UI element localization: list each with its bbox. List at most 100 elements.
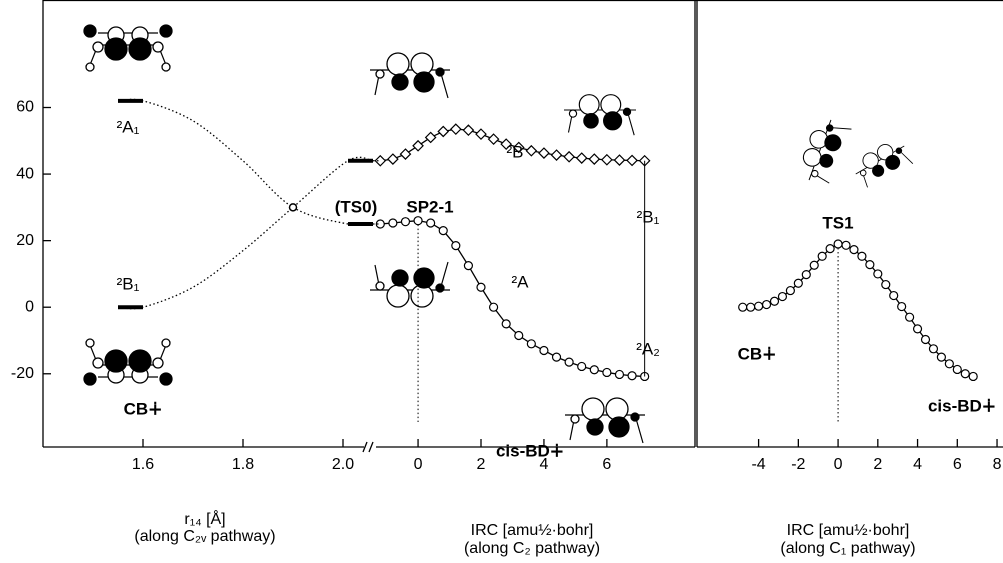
x-axis-label: IRC [amu½·bohr]: [471, 522, 594, 539]
x-tick-label: 0: [414, 456, 423, 473]
annotation: cis-BD∔: [928, 396, 996, 415]
annotation: ²A: [512, 272, 530, 291]
circle-marker: [615, 370, 623, 378]
circle-marker: [914, 325, 922, 333]
crossing-marker: [290, 204, 297, 211]
circle-marker: [834, 240, 842, 248]
x-axis-label: (along C₂ᵥ pathway): [134, 528, 275, 545]
circle-marker: [464, 262, 472, 270]
circle-marker: [515, 332, 523, 340]
diamond-marker: [526, 146, 536, 156]
y-tick-label: 60: [16, 99, 34, 116]
annotation: TS1: [822, 213, 853, 232]
annotation: SP2-1: [406, 197, 453, 216]
circle-marker: [770, 297, 778, 305]
circle-marker: [961, 370, 969, 378]
circle-marker: [590, 366, 598, 374]
circle-marker: [739, 303, 747, 311]
x-tick-label: 2.0: [332, 456, 354, 473]
circle-marker: [755, 302, 763, 310]
annotation: ²B₁: [637, 207, 660, 226]
diamond-marker: [589, 154, 599, 164]
diamond-marker: [426, 132, 436, 142]
circle-marker: [763, 301, 771, 309]
annotation: ²B₁: [117, 274, 140, 293]
diamond-marker: [564, 152, 574, 162]
circle-marker: [953, 365, 961, 373]
diamond-marker: [602, 155, 612, 165]
circle-marker: [427, 219, 435, 227]
diamond-marker: [489, 134, 499, 144]
diamond-marker: [552, 150, 562, 160]
circle-marker: [628, 372, 636, 380]
x-tick-label: 8: [993, 456, 1002, 473]
x-tick-label: 6: [602, 456, 611, 473]
circle-marker: [389, 219, 397, 227]
circle-marker: [786, 287, 794, 295]
x-tick-label: -2: [791, 456, 805, 473]
circle-marker: [553, 353, 561, 361]
circle-marker: [778, 293, 786, 301]
x-axis-label: r₁₄ [Å]: [184, 509, 225, 528]
annotation: ²A₁: [117, 117, 140, 136]
x-axis-label: (along C₂ pathway): [464, 540, 600, 557]
circle-marker: [866, 261, 874, 269]
circle-marker: [603, 368, 611, 376]
circle-marker: [401, 218, 409, 226]
circle-marker: [439, 227, 447, 235]
circle-marker: [874, 270, 882, 278]
x-tick-label: 4: [913, 456, 922, 473]
circle-marker: [842, 241, 850, 249]
y-tick-label: -20: [11, 365, 34, 382]
molecule-drawings: [84, 25, 914, 443]
circle-marker: [945, 360, 953, 368]
circle-marker: [452, 242, 460, 250]
circle-marker: [818, 252, 826, 260]
circle-marker: [969, 372, 977, 380]
circle-marker: [540, 346, 548, 354]
y-tick-label: 0: [25, 298, 34, 315]
diamond-marker: [539, 148, 549, 158]
x-tick-label: 2: [477, 456, 486, 473]
circle-marker: [810, 261, 818, 269]
circle-marker: [802, 271, 810, 279]
circle-marker: [882, 281, 890, 289]
circle-marker: [490, 303, 498, 311]
circle-marker: [747, 303, 755, 311]
diamond-marker: [438, 126, 448, 136]
diamond-marker: [451, 124, 461, 134]
circle-marker: [906, 313, 914, 321]
circle-marker: [565, 358, 573, 366]
circle-marker: [898, 303, 906, 311]
diamond-marker: [400, 149, 410, 159]
annotation: ²B: [507, 142, 524, 161]
diamond-marker: [413, 141, 423, 151]
x-tick-label: 1.8: [232, 456, 254, 473]
x-axis-label: (along C₁ pathway): [780, 540, 915, 557]
x-tick-label: 0: [834, 456, 843, 473]
diamond-marker: [577, 153, 587, 163]
circle-marker: [922, 335, 930, 343]
y-tick-label: 20: [16, 232, 34, 249]
x-tick-label: 6: [953, 456, 962, 473]
x-axis-label: IRC [amu½·bohr]: [787, 522, 910, 539]
diamond-marker: [627, 155, 637, 165]
x-tick-label: 2: [873, 456, 882, 473]
annotation: (TS0): [335, 197, 378, 216]
circle-marker: [850, 246, 858, 254]
diamond-marker: [614, 155, 624, 165]
circle-marker: [929, 345, 937, 353]
x-tick-label: -4: [751, 456, 765, 473]
circle-marker: [477, 283, 485, 291]
y-tick-label: 40: [16, 165, 34, 182]
frame: [43, 0, 1003, 452]
circle-marker: [826, 245, 834, 253]
circle-marker: [578, 362, 586, 370]
annotation: CB∔: [124, 399, 163, 418]
figure: -2002040601.61.82.0r₁₄ [Å](along C₂ᵥ pat…: [0, 0, 1003, 563]
annotation: ²A₂: [636, 339, 660, 358]
series-line: [118, 157, 373, 308]
circle-marker: [794, 279, 802, 287]
circle-marker: [414, 217, 422, 225]
diamond-marker: [463, 125, 473, 135]
